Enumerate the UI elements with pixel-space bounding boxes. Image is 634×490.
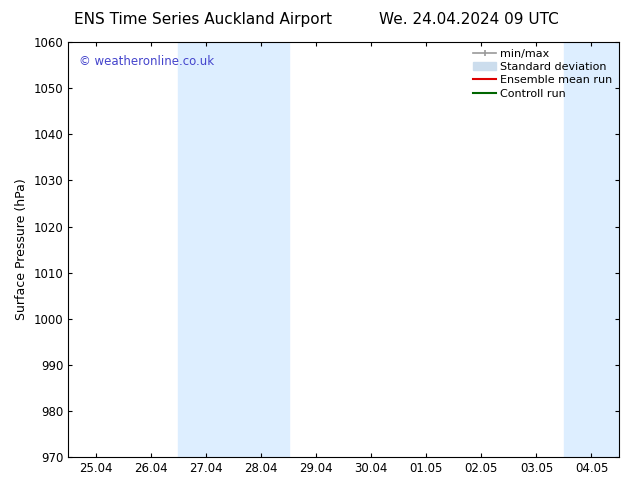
Text: ENS Time Series Auckland Airport: ENS Time Series Auckland Airport [74, 12, 332, 27]
Text: We. 24.04.2024 09 UTC: We. 24.04.2024 09 UTC [379, 12, 559, 27]
Text: © weatheronline.co.uk: © weatheronline.co.uk [79, 54, 214, 68]
Bar [178, 42, 288, 457]
Legend: min/max, Standard deviation, Ensemble mean run, Controll run: min/max, Standard deviation, Ensemble me… [469, 44, 617, 103]
Bar [564, 42, 619, 457]
Y-axis label: Surface Pressure (hPa): Surface Pressure (hPa) [15, 179, 28, 320]
